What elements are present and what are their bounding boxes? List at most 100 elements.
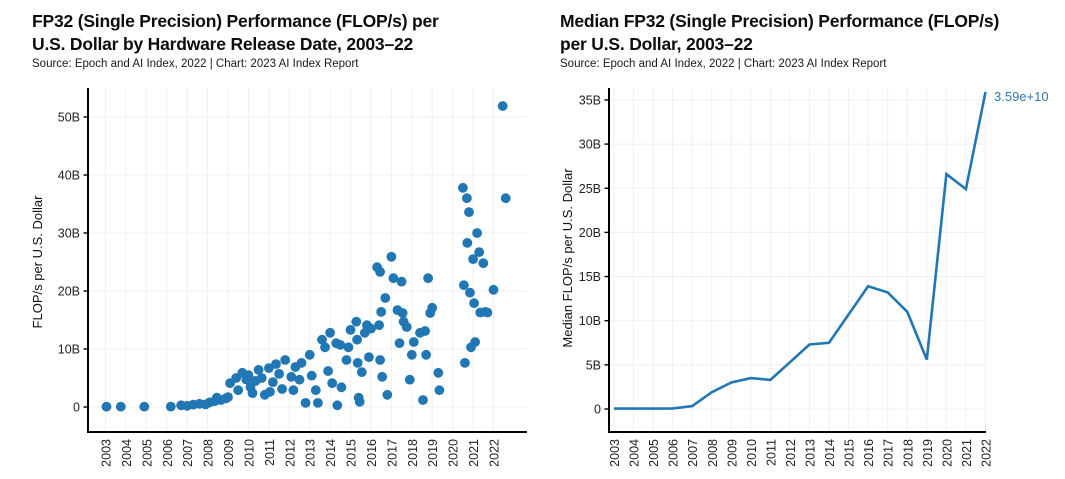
y-tick-label: 50B [58,111,80,125]
data-point [332,400,343,411]
y-tick-label: 35B [579,93,601,107]
data-point [356,367,367,378]
data-point [351,316,362,327]
data-point [469,298,479,309]
x-tick-label: 2004 [120,439,134,467]
x-tick-label: 2007 [686,439,700,467]
x-tick-label: 2015 [843,439,857,467]
data-point [345,325,356,335]
data-point [243,370,254,380]
data-point [478,258,489,269]
data-point [233,385,244,396]
data-point [286,371,297,382]
y-axis-title: Median FLOP/s per U.S. Dollar [560,168,575,348]
data-point [408,337,419,347]
right-chart-title: Median FP32 (Single Precision) Performan… [560,10,999,55]
data-point [460,358,470,368]
x-tick-label: 2010 [745,439,759,467]
data-point [320,342,330,353]
data-point [310,385,321,396]
y-tick-label: 0 [594,403,601,417]
x-tick-label: 2019 [921,439,935,467]
x-tick-label: 2021 [960,439,974,467]
data-point [500,193,511,204]
x-tick-label: 2012 [784,439,798,467]
data-point [470,337,480,347]
data-point [165,401,176,412]
data-point [488,284,499,295]
data-point [317,334,327,345]
x-tick-label: 2011 [764,439,778,466]
line-end-annotation: 3.59e+10 [994,89,1049,104]
left-chart-title-line-1: FP32 (Single Precision) Performance (FLO… [32,11,439,31]
data-point [420,326,430,336]
data-point [380,293,391,303]
x-tick-label: 2019 [426,439,440,467]
x-tick-label: 2007 [181,439,195,467]
x-tick-label: 2020 [447,439,461,467]
data-point [423,273,433,284]
y-tick-label: 15B [579,270,601,284]
x-tick-label: 2018 [406,439,420,467]
data-point [253,365,264,375]
data-point [465,287,475,298]
right-chart-title-line-2: per U.S. Dollar, 2003–22 [560,33,753,54]
data-point [462,193,472,204]
data-point [247,388,258,398]
data-point [101,401,112,412]
data-point [300,398,311,408]
y-tick-label: 5B [586,358,601,372]
data-point [325,327,335,338]
data-point [421,349,431,360]
data-point [343,342,354,353]
left-chart-title-line-2: U.S. Dollar by Hardware Release Date, 20… [32,33,414,54]
x-tick-label: 2017 [882,439,896,467]
data-point [386,251,397,262]
data-point [352,358,363,368]
x-tick-label: 2015 [345,439,359,467]
data-point [364,352,374,362]
left-chart-title: FP32 (Single Precision) Performance (FLO… [32,10,439,55]
x-tick-label: 2014 [324,439,338,467]
right-chart-title-line-1: Median FP32 (Single Precision) Performan… [560,11,1000,31]
x-tick-label: 2020 [940,439,954,467]
data-point [280,355,291,365]
data-point [323,366,333,376]
data-point [336,382,347,393]
y-tick-label: 40B [58,169,80,183]
y-tick-label: 20B [58,285,80,299]
left-chart-source: Source: Epoch and AI Index, 2022 | Chart… [32,58,359,70]
data-point [256,373,267,383]
data-point [271,359,281,369]
data-point [376,307,387,317]
data-point [406,349,417,360]
x-tick-label: 2009 [725,439,739,467]
x-tick-label: 2013 [804,439,818,467]
data-point [352,334,362,345]
x-tick-label: 2005 [647,439,661,467]
x-tick-label: 2016 [862,439,876,467]
scatter-chart: 0 10B 20B 30B 40B 50B 2003 2004 2005 2006 2007 2008… [30,88,527,467]
x-tick-label: 2016 [365,439,379,467]
data-point [377,371,388,382]
y-tick-label: 10B [579,314,601,328]
x-tick-label: 2006 [161,439,175,467]
data-point [274,369,284,379]
y-tick-label: 0 [73,401,80,415]
data-point [223,392,233,402]
data-point [296,358,307,368]
data-point [264,363,274,373]
y-tick-label: 10B [58,343,80,357]
data-point [459,280,469,291]
x-tick-label: 2017 [385,439,399,467]
data-point [462,238,473,248]
data-point [472,228,482,238]
data-point [427,302,438,313]
y-tick-label: 20B [579,226,601,240]
data-point [404,374,415,385]
data-point [335,340,346,350]
data-point [394,338,405,349]
x-tick-label: 2009 [222,439,236,467]
